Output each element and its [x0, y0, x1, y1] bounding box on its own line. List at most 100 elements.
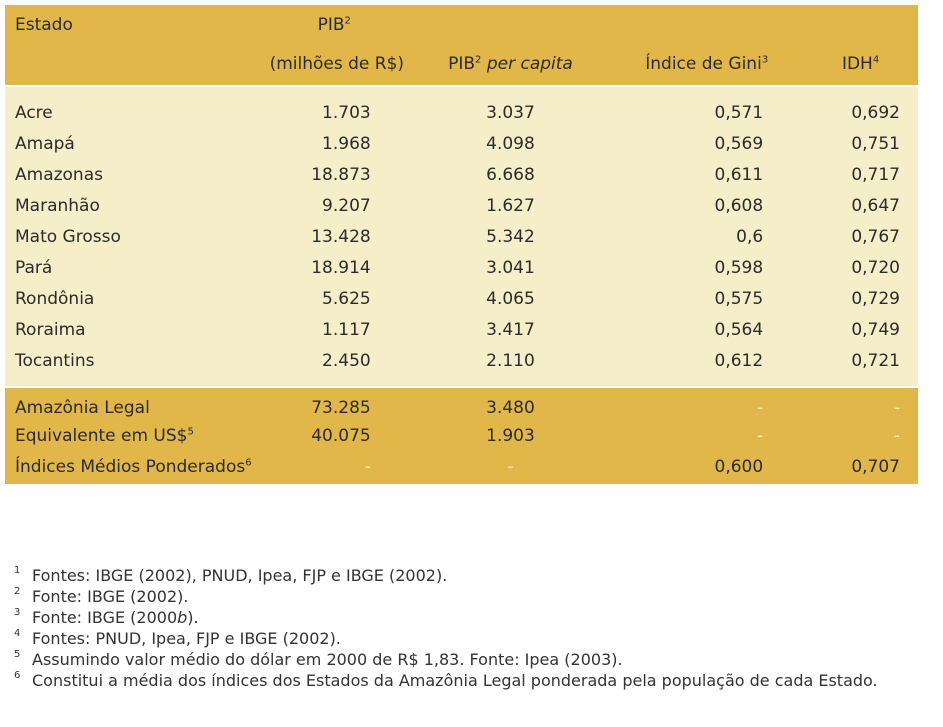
- cell-gini: 0,569: [610, 128, 804, 159]
- total-pib: 40.075: [259, 422, 411, 450]
- footnote: 3 Fonte: IBGE (2000b).: [14, 607, 934, 628]
- table-row: Mato Grosso 13.428 5.342 0,6 0,767: [5, 221, 918, 252]
- table-row: Maranhão 9.207 1.627 0,608 0,647: [5, 190, 918, 221]
- cell-gini: 0,611: [610, 159, 804, 190]
- total-estado: Índices Médios Ponderados6: [5, 450, 260, 484]
- table-row: Acre 1.703 3.037 0,571 0,692: [5, 97, 918, 128]
- total-gini: -: [610, 422, 804, 450]
- total-row: Amazônia Legal 73.285 3.480- -: [5, 388, 918, 422]
- table-row: Amapá 1.968 4.098 0,569 0,751: [5, 128, 918, 159]
- table-row: Rondônia 5.625 4.065 0,575 0,729: [5, 283, 918, 314]
- cell-idh: 0,729: [803, 283, 918, 314]
- total-idh: -: [803, 388, 918, 422]
- table-row: Amazonas 18.873 6.668 0,611 0,717: [5, 159, 918, 190]
- cell-gini: 0,6: [610, 221, 804, 252]
- total-estado-sup: 6: [245, 457, 252, 469]
- cell-pib: 5.625: [259, 283, 411, 314]
- footnote-text-italic: b: [177, 608, 188, 627]
- table-row: Roraima 1.117 3.417 0,564 0,749: [5, 314, 918, 345]
- header-idh-label: IDH: [841, 54, 873, 74]
- total-pib-pc: -: [410, 450, 611, 484]
- cell-pib-pc: 4.065: [410, 283, 611, 314]
- cell-estado: Maranhão: [5, 190, 260, 221]
- footnote-text: Constitui a média dos índices dos Estado…: [32, 671, 878, 690]
- data-table: Estado PIB2 (milhões de R$) PIB2 per cap…: [5, 5, 918, 484]
- cell-pib: 13.428: [259, 221, 411, 252]
- footnote: 4 Fontes: PNUD, Ipea, FJP e IBGE (2002).: [14, 628, 934, 649]
- header-pib-unit: (milhões de R$): [259, 43, 411, 85]
- cell-gini: 0,598: [610, 252, 804, 283]
- cell-gini: 0,571: [610, 97, 804, 128]
- header-pib-pc: PIB2 per capita: [410, 43, 611, 85]
- cell-pib-pc: 2.110: [410, 345, 611, 376]
- header-row-1: Estado PIB2: [5, 5, 918, 43]
- total-estado-label: Amazônia Legal: [15, 398, 150, 418]
- cell-pib-pc: 4.098: [410, 128, 611, 159]
- cell-estado: Acre: [5, 97, 260, 128]
- cell-pib-pc: 6.668: [410, 159, 611, 190]
- cell-estado: Pará: [5, 252, 260, 283]
- cell-idh: 0,692: [803, 97, 918, 128]
- footnote-text: Fonte: IBGE (2000b).: [32, 607, 934, 628]
- cell-idh: 0,767: [803, 221, 918, 252]
- cell-estado: Rondônia: [5, 283, 260, 314]
- header-pib: PIB2: [259, 5, 411, 43]
- footnote: 1 Fontes: IBGE (2002), PNUD, Ipea, FJP e …: [14, 565, 934, 586]
- cell-estado: Mato Grosso: [5, 221, 260, 252]
- cell-pib: 18.873: [259, 159, 411, 190]
- cell-pib-pc: 3.037: [410, 97, 611, 128]
- header-estado-label: Estado: [15, 15, 73, 35]
- header-idh: IDH4: [803, 43, 918, 85]
- cell-pib: 1.968: [259, 128, 411, 159]
- footnote-number: 1: [14, 565, 21, 576]
- table-row: Tocantins 2.450 2.110 0,612 0,721: [5, 345, 918, 376]
- footnote-text-pre: Fonte: IBGE (2000: [32, 608, 178, 627]
- footnote: 5 Assumindo valor médio do dólar em 2000 …: [14, 649, 934, 670]
- total-row: Equivalente em US$5 40.075 1.903- -: [5, 422, 918, 450]
- total-estado-label: Índices Médios Ponderados: [15, 457, 246, 477]
- cell-pib: 2.450: [259, 345, 411, 376]
- footnote-text: Fontes: PNUD, Ipea, FJP e IBGE (2002).: [32, 629, 341, 648]
- footnote-text: Fontes: IBGE (2002), PNUD, Ipea, FJP e I…: [32, 566, 448, 585]
- header-idh-sup: 4: [872, 54, 880, 66]
- total-rows: Amazônia Legal 73.285 3.480- - Equivalente e…: [5, 388, 918, 484]
- footnote-number: 6: [14, 670, 21, 681]
- total-pib-pc: 1.903: [410, 422, 611, 450]
- total-row: Índices Médios Ponderados6- -0,600 0,707: [5, 450, 918, 484]
- header-gini: Índice de Gini3: [610, 43, 804, 85]
- cell-pib-pc: 5.342: [410, 221, 611, 252]
- footnote-number: 5: [14, 649, 21, 660]
- total-pib: 73.285: [259, 388, 411, 422]
- cell-idh: 0,717: [803, 159, 918, 190]
- header-gini-sup: 3: [761, 54, 769, 66]
- total-idh: -: [803, 422, 918, 450]
- cell-pib-pc: 1.627: [410, 190, 611, 221]
- footnote: 2 Fonte: IBGE (2002).: [14, 586, 934, 607]
- footnotes: 1 Fontes: IBGE (2002), PNUD, Ipea, FJP e …: [14, 565, 934, 691]
- header-estado: Estado: [5, 5, 260, 43]
- cell-pib: 18.914: [259, 252, 411, 283]
- footnote-text: Assumindo valor médio do dólar em 2000 d…: [32, 650, 623, 669]
- header-pib-pc-label: PIB: [448, 54, 476, 74]
- footnote-text: Fonte: IBGE (2002).: [32, 587, 189, 606]
- cell-pib: 1.117: [259, 314, 411, 345]
- cell-idh: 0,721: [803, 345, 918, 376]
- header-pib-pc-sup: 2: [475, 54, 482, 66]
- total-estado: Amazônia Legal: [5, 388, 260, 422]
- header-pib-unit-label: (milhões de R$): [269, 54, 405, 74]
- body-rows: Acre 1.703 3.037 0,571 0,692 Amapá 1.968 4.098 0…: [5, 97, 918, 376]
- footnote-text-post: ).: [187, 608, 199, 627]
- cell-gini: 0,575: [610, 283, 804, 314]
- cell-pib-pc: 3.417: [410, 314, 611, 345]
- total-pib: -: [259, 450, 411, 484]
- footnote-number: 2: [14, 586, 21, 597]
- cell-estado: Roraima: [5, 314, 260, 345]
- cell-pib: 1.703: [259, 97, 411, 128]
- footnote-number: 4: [14, 628, 21, 639]
- header-pib-sup: 2: [344, 15, 351, 27]
- total-idh: 0,707: [803, 450, 918, 484]
- cell-pib-pc: 3.041: [410, 252, 611, 283]
- header-gini-label: Índice de Gini: [645, 54, 762, 74]
- cell-gini: 0,612: [610, 345, 804, 376]
- total-estado-label: Equivalente em US$: [15, 426, 188, 446]
